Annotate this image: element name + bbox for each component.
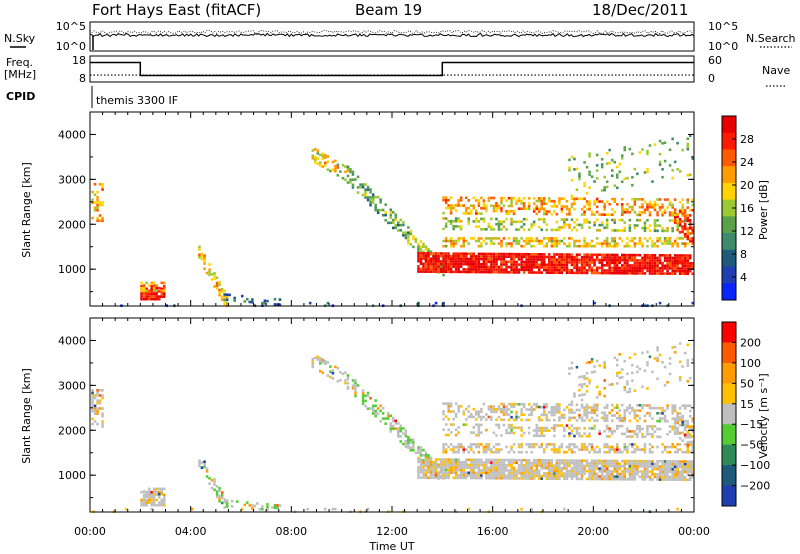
cpid-label: CPID: [6, 90, 35, 103]
noise-left-label: N.Sky: [4, 32, 36, 45]
noise-tick-left-bottom: 10^0: [56, 40, 86, 53]
velocity-colorbar-swatch: [722, 383, 736, 405]
time-tick-label: 16:00: [477, 525, 509, 538]
freq-tick-left-top: 18: [72, 54, 86, 67]
velocity-colorbar: 200 100 50 15 −15 −50 −100 −200: [721, 321, 770, 507]
power-colorbar-swatch: [722, 199, 736, 217]
power-colorbar-tick-label: 12: [740, 225, 754, 238]
velocity-axes: 1000 2000 3000 4000: [58, 318, 695, 512]
power-colorbar-tick-label: 28: [740, 133, 754, 146]
n-sky-trace: [89, 32, 695, 38]
velocity-colorbar-tick-label: −100: [740, 459, 770, 472]
time-axis-label: Time UT: [368, 540, 414, 553]
plot-title: Fort Hays East (fitACF): [92, 1, 261, 19]
power-colorbar-swatch: [722, 116, 736, 134]
freq-tick-right-top: 60: [708, 54, 722, 67]
time-tick-label: 04:00: [175, 525, 207, 538]
power-colorbar-swatch: [722, 132, 736, 150]
noise-tick-left-top: 10^5: [56, 20, 86, 33]
freq-left-label: Freq.: [6, 56, 33, 69]
y-tick-label: 2000: [58, 218, 86, 231]
n-search-trace: [89, 30, 695, 34]
cpid-program: themis 3300 IF: [96, 94, 178, 107]
velocity-colorbar-swatch: [722, 322, 736, 343]
power-colorbar-tick-label: 4: [740, 271, 747, 284]
time-tick-label: 20:00: [577, 525, 609, 538]
velocity-colorbar-swatch: [722, 403, 736, 425]
beam-label: Beam 19: [355, 1, 422, 19]
freq-traces: [90, 61, 694, 77]
power-colorbar-tick-label: 16: [740, 202, 754, 215]
power-colorbar: 28 24 20 16 12 8 4: [721, 115, 754, 301]
y-tick-label: 1000: [58, 469, 86, 482]
noise-right-label: N.Search: [746, 32, 796, 45]
velocity-colorbar-tick-label: 100: [740, 357, 761, 370]
power-heatmap: [91, 134, 695, 308]
velocity-colorbar-swatch: [722, 424, 736, 446]
freq-left-unit: [MHz]: [4, 68, 36, 81]
power-colorbar-swatch: [722, 216, 736, 234]
velocity-colorbar-swatch: [722, 342, 736, 364]
noise-tick-right-bottom: 10^0: [708, 40, 738, 53]
power-colorbar-label: Power [dB]: [757, 180, 770, 240]
power-colorbar-swatch: [722, 249, 736, 268]
power-colorbar-swatch: [722, 233, 736, 251]
velocity-colorbar-swatch: [722, 465, 736, 487]
velocity-colorbar-swatch: [722, 444, 736, 466]
velocity-ylabel: Slant Range [km]: [20, 368, 33, 464]
power-colorbar-tick-label: 20: [740, 179, 754, 192]
power-colorbar-swatch: [722, 166, 736, 184]
time-tick-label: 00:00: [678, 525, 710, 538]
power-colorbar-tick-label: 8: [740, 248, 747, 261]
power-colorbar-swatch: [722, 149, 736, 167]
y-tick-label: 3000: [58, 173, 86, 186]
time-tick-label: 12:00: [376, 525, 408, 538]
velocity-colorbar-label: Velocity [m s⁻¹]: [757, 373, 770, 458]
noise-tick-right-top: 10^5: [708, 20, 738, 33]
power-colorbar-tick-label: 24: [740, 156, 754, 169]
velocity-colorbar-tick-label: 200: [740, 336, 761, 349]
freq-tick-left-bottom: 8: [79, 72, 86, 85]
freq-right-label: Nave: [762, 64, 790, 77]
time-axis-ticks: 00:00 04:00 08:00 12:00 16:00 20:00 00:00: [74, 525, 710, 538]
velocity-colorbar-tick-label: −15: [740, 418, 763, 431]
power-ylabel: Slant Range [km]: [20, 162, 33, 258]
time-tick-label: 08:00: [275, 525, 307, 538]
y-tick-label: 4000: [58, 128, 86, 141]
y-tick-label: 3000: [58, 379, 86, 392]
power-colorbar-swatch: [722, 283, 736, 301]
date-label: 18/Dec/2011: [592, 1, 688, 19]
power-axes: 1000 2000 3000 4000: [58, 112, 695, 306]
power-colorbar-swatch: [722, 266, 736, 284]
time-tick-label: 00:00: [74, 525, 106, 538]
frequency-trace: [90, 61, 694, 77]
y-tick-label: 2000: [58, 424, 86, 437]
velocity-colorbar-swatch: [722, 485, 736, 507]
velocity-colorbar-swatch: [722, 362, 736, 384]
freq-panel-frame: [89, 55, 695, 83]
freq-tick-right-bottom: 0: [708, 72, 715, 85]
velocity-colorbar-tick-label: 50: [740, 377, 754, 390]
velocity-heatmap: [91, 342, 695, 513]
y-tick-label: 1000: [58, 263, 86, 276]
velocity-colorbar-tick-label: 15: [740, 398, 754, 411]
noise-traces: [89, 30, 695, 50]
velocity-colorbar-tick-label: −200: [740, 480, 770, 493]
noise-panel-frame: [89, 21, 695, 52]
velocity-colorbar-tick-label: −50: [740, 439, 763, 452]
power-colorbar-swatch: [722, 182, 736, 201]
y-tick-label: 4000: [58, 334, 86, 347]
